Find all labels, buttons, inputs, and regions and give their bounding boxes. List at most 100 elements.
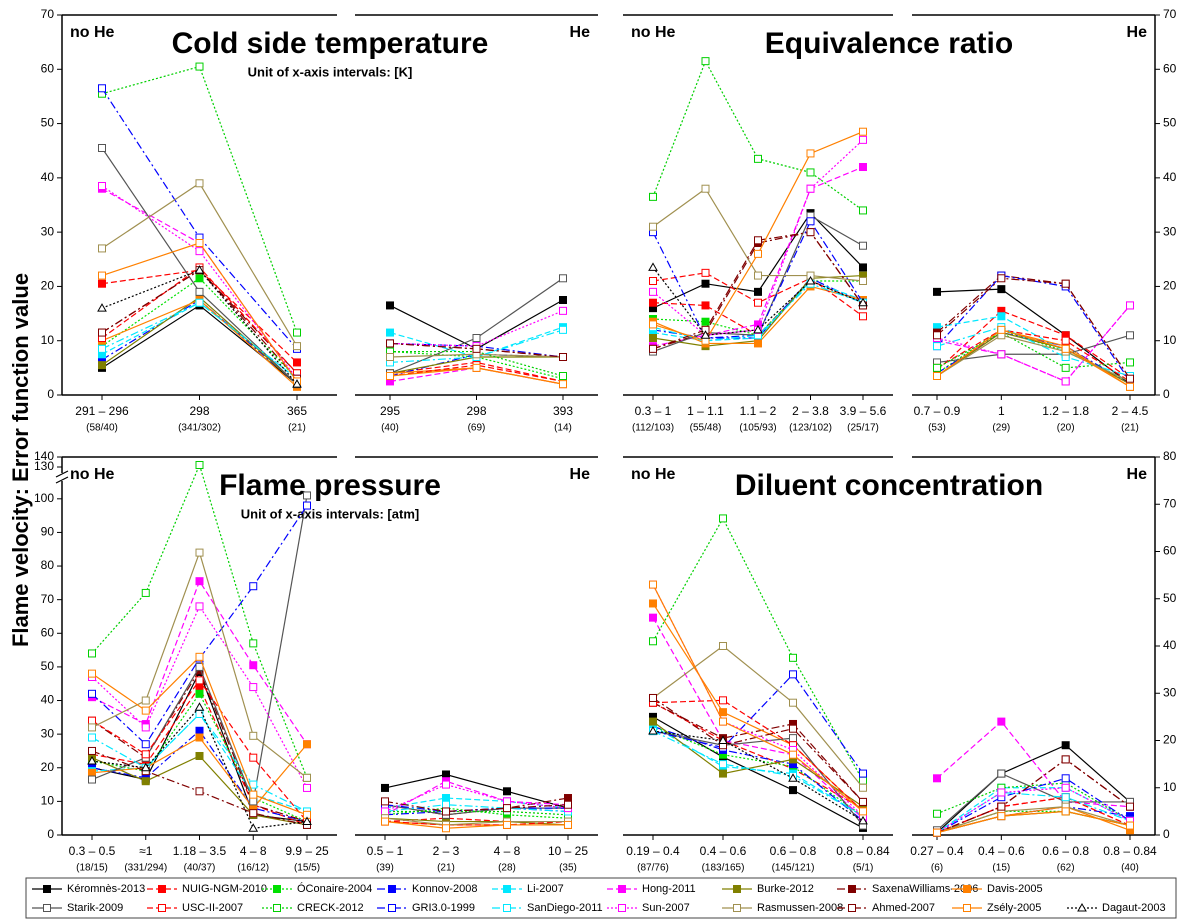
x-tick-label: ≈1 [139,844,153,858]
x-tick-label: 1 [998,404,1005,418]
marker [88,716,96,725]
marker [442,770,450,779]
marker [859,206,867,215]
y-tick-label: 60 [1163,544,1177,558]
marker [195,298,204,307]
legend-label: Zsély-2005 [987,902,1041,914]
marker [997,325,1006,334]
legend-label: Starik-2009 [67,902,123,914]
legend-label: Dagaut-2003 [1102,902,1166,914]
legend-label: SaxenaWilliams-2006 [872,883,978,895]
legend-label: Li-2007 [527,883,564,895]
legend-label: Davis-2005 [987,883,1043,895]
x-tick-sublabel: (40/37) [184,863,216,874]
marker [859,783,867,792]
legend-label: NUIG-NGM-2010 [182,883,267,895]
marker [733,885,741,893]
marker [442,807,450,816]
y-tick-label: 70 [41,592,55,606]
x-tick-label: 0.6 – 0.8 [770,844,817,858]
x-tick-label: 0.27 – 0.4 [910,844,964,858]
series-line [384,820,568,829]
x-tick-sublabel: (145/121) [772,863,815,874]
marker [292,379,302,388]
x-tick-sublabel: (58/40) [86,423,118,434]
marker [649,287,657,296]
axis-break-gap [56,473,68,481]
marker [386,372,394,380]
x-tick-label: 4 – 8 [240,844,267,858]
marker [98,244,106,253]
x-tick-sublabel: (87/76) [637,863,669,874]
series-line [652,725,864,817]
y-tick-label: 40 [41,170,55,184]
marker [503,820,511,829]
series-line [652,702,864,803]
series-line [91,736,308,810]
x-tick-sublabel: (20) [1057,423,1075,434]
marker [195,577,204,586]
panel-tag: He [570,466,591,483]
panel-subtitle: Unit of x-axis intervals: [K] [248,64,413,79]
x-tick-sublabel: (5/1) [853,863,874,874]
marker [273,904,281,912]
marker [195,274,204,283]
marker [503,885,511,893]
marker [88,746,96,755]
marker [997,274,1006,283]
legend-label: GRI3.0-1999 [412,902,475,914]
series-line [936,331,1131,369]
series-line [91,605,308,789]
marker [194,702,205,711]
marker [442,794,450,803]
x-tick-sublabel: (62) [1057,863,1075,874]
marker [997,812,1006,821]
y-tick-label: 100 [34,491,54,505]
marker [141,740,150,749]
series-line [91,729,308,823]
series-line [936,744,1131,834]
series-line [389,364,564,383]
x-tick-sublabel: (14) [554,423,572,434]
marker [386,353,394,361]
series-line [390,350,564,377]
marker [195,751,204,760]
series-line [384,800,569,813]
series-line [936,334,1131,364]
series-line [389,326,564,358]
marker [649,192,657,201]
marker [98,279,106,288]
panel-tag: no He [70,24,115,41]
marker [248,823,259,832]
marker [381,817,389,826]
series-line [652,716,864,829]
y-tick-label: 30 [41,224,55,238]
marker [472,344,481,353]
marker [997,788,1006,797]
x-tick-sublabel: (21) [437,863,455,874]
series-line [384,773,569,809]
marker [933,372,941,380]
series-line [936,758,1131,834]
y-tick-label: 30 [1163,685,1177,699]
marker [249,809,258,818]
marker [98,344,106,353]
marker [98,182,106,190]
marker [249,790,258,799]
x-tick-label: 0.4 – 0.6 [978,844,1025,858]
series-line [652,231,864,350]
x-tick-label: 9.9 – 25 [285,844,329,858]
marker [388,904,396,912]
y-tick-label: 20 [41,279,55,293]
marker [649,298,657,307]
marker [1061,793,1070,802]
marker [503,787,511,796]
marker [559,274,567,283]
legend-label: Ahmed-2007 [872,902,935,914]
marker [933,287,941,296]
marker [1077,902,1087,912]
series-line [384,817,569,826]
series-line [936,315,1131,382]
marker [1126,802,1134,811]
marker [303,740,311,749]
